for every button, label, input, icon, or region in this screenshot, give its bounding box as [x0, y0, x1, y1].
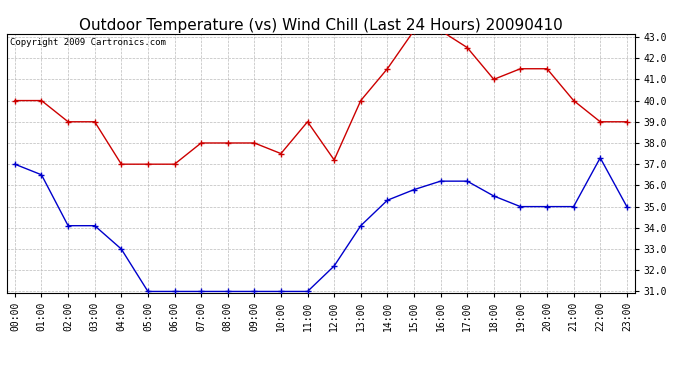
Text: Copyright 2009 Cartronics.com: Copyright 2009 Cartronics.com [10, 38, 166, 46]
Title: Outdoor Temperature (vs) Wind Chill (Last 24 Hours) 20090410: Outdoor Temperature (vs) Wind Chill (Las… [79, 18, 563, 33]
